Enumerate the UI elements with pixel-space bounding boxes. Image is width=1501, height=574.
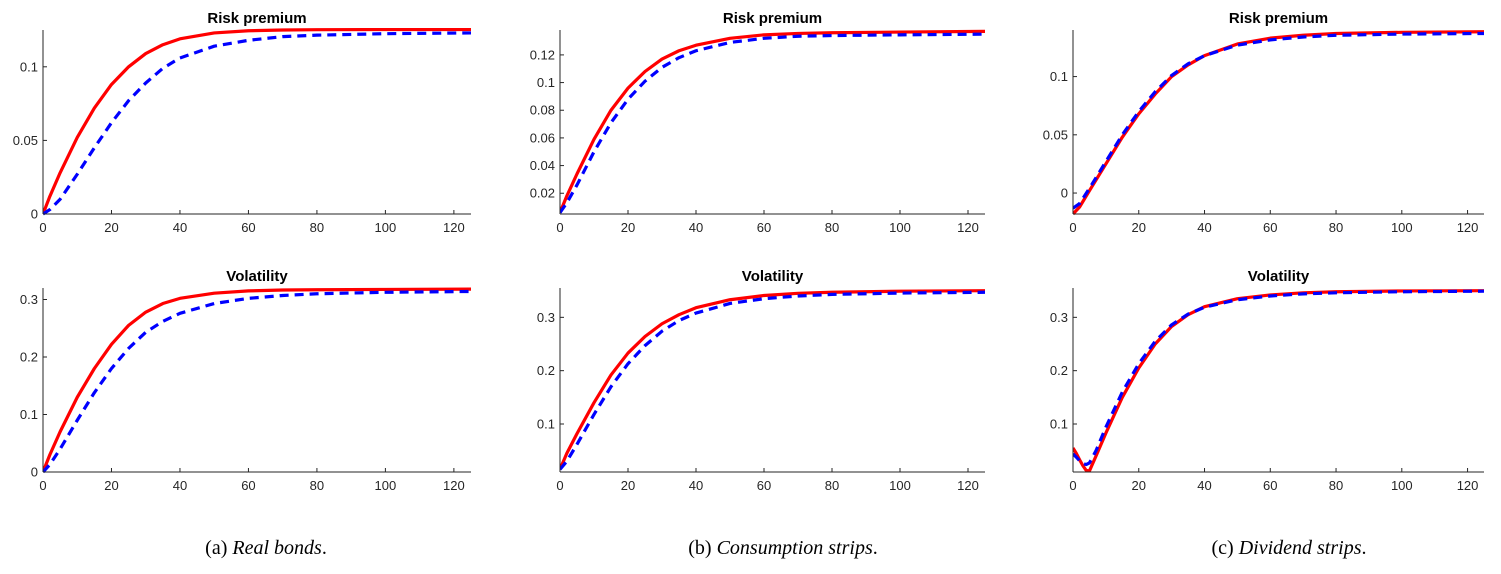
caption-c-name: Dividend strips [1238, 537, 1362, 559]
y-tick-label-c-top-1: 0.05 [1043, 127, 1068, 142]
chart-title-a-bottom: Volatility [226, 268, 288, 285]
x-tick-label-a-top-2: 40 [173, 220, 187, 235]
caption-b-name: Consumption strips [716, 537, 873, 559]
x-tick-label-b-bottom-4: 80 [825, 478, 839, 493]
caption-b: (b) Consumption strips. [688, 537, 878, 559]
x-tick-label-c-top-6: 120 [1457, 220, 1479, 235]
x-tick-label-a-top-0: 0 [39, 220, 46, 235]
caption-a: (a) Real bonds. [205, 537, 327, 559]
y-tick-label-c-top-2: 0.1 [1050, 69, 1068, 84]
y-tick-label-b-top-2: 0.06 [530, 130, 555, 145]
x-tick-label-c-top-5: 100 [1391, 220, 1413, 235]
x-tick-label-a-top-6: 120 [443, 220, 465, 235]
caption-c-label: (c) [1211, 537, 1234, 559]
x-tick-label-c-top-3: 60 [1263, 220, 1277, 235]
x-tick-label-b-bottom-5: 100 [889, 478, 911, 493]
caption-c: (c) Dividend strips. [1211, 537, 1367, 559]
series-solid-red-c-top [1073, 30, 1484, 216]
y-tick-label-a-bottom-1: 0.1 [20, 407, 38, 422]
y-tick-label-c-bottom-0: 0.1 [1050, 417, 1068, 432]
x-tick-label-b-top-1: 20 [621, 220, 635, 235]
x-tick-label-b-top-2: 40 [689, 220, 703, 235]
x-tick-label-c-top-0: 0 [1069, 220, 1076, 235]
chart-title-b-top: Risk premium [723, 10, 822, 27]
series-dashed-blue-c-top [1073, 31, 1484, 210]
y-tick-label-a-top-1: 0.05 [13, 133, 38, 148]
chart-panel-c-top: Risk premium 0 20 40 60 80 100 120 0 0.05 0.1 [1043, 10, 1484, 235]
series-solid-red-c-bottom [1073, 289, 1484, 473]
x-tick-label-a-top-4: 80 [310, 220, 324, 235]
caption-a-name: Real bonds [232, 537, 322, 559]
chart-panel-a-bottom: Volatility 0 20 40 60 80 100 120 0 0.1 0.2 0.3 [20, 268, 471, 493]
y-tick-label-b-top-1: 0.04 [530, 158, 555, 173]
y-tick-label-b-top-3: 0.08 [530, 103, 555, 118]
x-tick-label-c-top-2: 40 [1197, 220, 1211, 235]
x-tick-label-b-bottom-3: 60 [757, 478, 771, 493]
y-tick-label-b-top-5: 0.12 [530, 47, 555, 62]
x-tick-label-c-top-1: 20 [1132, 220, 1146, 235]
y-tick-label-b-bottom-1: 0.2 [537, 363, 555, 378]
x-tick-label-b-bottom-0: 0 [556, 478, 563, 493]
x-tick-label-a-bottom-4: 80 [310, 478, 324, 493]
series-solid-red-a-bottom [43, 287, 471, 473]
x-tick-label-a-top-5: 100 [375, 220, 397, 235]
x-tick-label-b-top-3: 60 [757, 220, 771, 235]
x-tick-label-c-bottom-4: 80 [1329, 478, 1343, 493]
x-tick-label-a-top-1: 20 [104, 220, 118, 235]
series-solid-red-b-top [560, 29, 985, 214]
x-tick-label-c-top-4: 80 [1329, 220, 1343, 235]
y-tick-label-a-bottom-2: 0.2 [20, 350, 38, 365]
y-tick-label-b-bottom-2: 0.3 [537, 310, 555, 325]
y-tick-label-c-bottom-2: 0.3 [1050, 310, 1068, 325]
chart-panel-c-bottom: Volatility 0 20 40 60 80 100 120 0.1 0.2 0.3 [1050, 268, 1484, 493]
x-tick-label-c-bottom-2: 40 [1197, 478, 1211, 493]
series-dashed-blue-a-top [43, 31, 471, 216]
y-tick-label-c-bottom-1: 0.2 [1050, 363, 1068, 378]
x-tick-label-b-top-5: 100 [889, 220, 911, 235]
x-tick-label-b-top-0: 0 [556, 220, 563, 235]
x-tick-label-a-bottom-1: 20 [104, 478, 118, 493]
series-dashed-blue-b-bottom [560, 290, 985, 471]
x-tick-label-a-bottom-6: 120 [443, 478, 465, 493]
x-tick-label-a-bottom-0: 0 [39, 478, 46, 493]
y-tick-label-c-top-0: 0 [1061, 186, 1068, 201]
x-tick-label-b-top-4: 80 [825, 220, 839, 235]
x-tick-label-b-bottom-6: 120 [957, 478, 979, 493]
chart-panel-a-top: Risk premium 0 20 40 60 80 100 120 0 0.05 0.1 [13, 10, 471, 235]
x-tick-label-c-bottom-6: 120 [1457, 478, 1479, 493]
series-solid-red-a-top [43, 28, 471, 215]
series-dashed-blue-b-top [560, 32, 985, 214]
series-dashed-blue-a-bottom [43, 289, 471, 474]
x-tick-label-b-top-6: 120 [957, 220, 979, 235]
x-tick-label-c-bottom-3: 60 [1263, 478, 1277, 493]
x-tick-label-c-bottom-5: 100 [1391, 478, 1413, 493]
x-tick-label-a-bottom-5: 100 [375, 478, 397, 493]
y-tick-label-b-top-0: 0.02 [530, 186, 555, 201]
y-tick-label-a-top-2: 0.1 [20, 59, 38, 74]
chart-title-c-top: Risk premium [1229, 10, 1328, 27]
y-tick-label-b-bottom-0: 0.1 [537, 417, 555, 432]
x-tick-label-b-bottom-2: 40 [689, 478, 703, 493]
x-tick-label-a-bottom-2: 40 [173, 478, 187, 493]
y-tick-label-b-top-4: 0.1 [537, 75, 555, 90]
chart-title-c-bottom: Volatility [1248, 268, 1310, 285]
chart-title-b-bottom: Volatility [742, 268, 804, 285]
y-tick-label-a-bottom-0: 0 [31, 465, 38, 480]
y-tick-label-a-bottom-3: 0.3 [20, 292, 38, 307]
x-tick-label-b-bottom-1: 20 [621, 478, 635, 493]
caption-b-label: (b) [688, 537, 712, 559]
x-tick-label-a-top-3: 60 [241, 220, 255, 235]
x-tick-label-c-bottom-0: 0 [1069, 478, 1076, 493]
x-tick-label-c-bottom-1: 20 [1132, 478, 1146, 493]
chart-panel-b-bottom: Volatility 0 20 40 60 80 100 120 0.1 0.2 0.3 [537, 268, 985, 493]
x-tick-label-a-bottom-3: 60 [241, 478, 255, 493]
caption-a-label: (a) [205, 537, 228, 559]
y-tick-label-a-top-0: 0 [31, 207, 38, 222]
series-solid-red-b-bottom [560, 289, 985, 470]
chart-panel-b-top: Risk premium 0 20 40 60 80 100 120 0.02 0.04 0.06 0… [530, 10, 985, 235]
chart-title-a-top: Risk premium [207, 10, 306, 27]
